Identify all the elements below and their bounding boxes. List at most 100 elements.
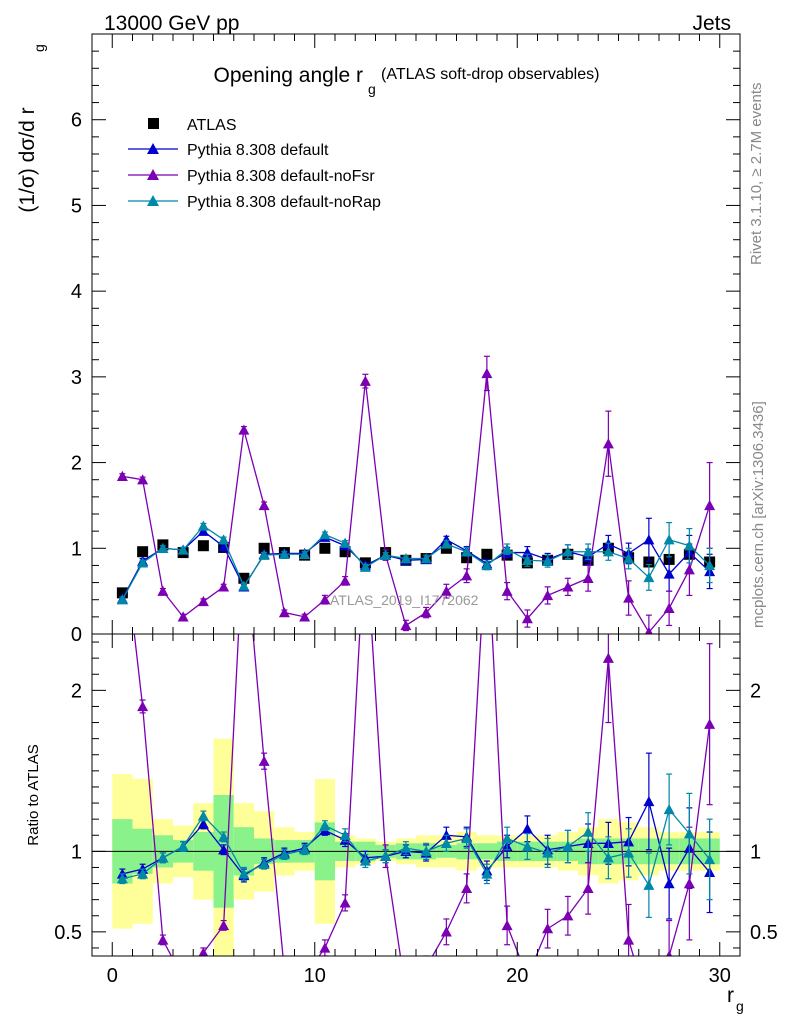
ratio-point-nofsr bbox=[704, 718, 716, 729]
ratio-point-nofsr bbox=[440, 926, 452, 937]
main-point-nofsr bbox=[359, 375, 371, 386]
main-point-nofsr bbox=[157, 585, 169, 596]
ratio-point-default bbox=[197, 818, 209, 829]
ratio-point-norap bbox=[481, 868, 493, 879]
ratio-point-nofsr bbox=[319, 942, 331, 953]
main-point-nofsr bbox=[623, 592, 635, 603]
ratio-point-norap bbox=[157, 852, 169, 863]
main-point-nofsr bbox=[683, 564, 695, 575]
y-axis-label-main: (1/σ) dσ/d r bbox=[16, 107, 39, 212]
main-point-norap bbox=[380, 549, 392, 560]
main-point-norap bbox=[602, 546, 614, 557]
main-y-tick-label: 2 bbox=[71, 453, 82, 475]
main-point-norap bbox=[197, 520, 209, 531]
ratio-point-norap bbox=[278, 849, 290, 860]
ratio-point-nofsr bbox=[178, 973, 189, 983]
data-point-atlas bbox=[238, 572, 250, 584]
title-sub: g bbox=[368, 81, 376, 97]
ratio-point-nofsr bbox=[542, 923, 554, 934]
main-point-nofsr bbox=[420, 607, 432, 618]
ratio-point-norap bbox=[177, 841, 189, 852]
ratio-point-norap bbox=[380, 850, 392, 861]
main-point-nofsr bbox=[562, 581, 574, 592]
ratio-line-norap bbox=[122, 808, 711, 887]
ratio-point-norap bbox=[218, 831, 230, 842]
ratio-point-nofsr bbox=[501, 919, 513, 931]
rivet-label: Rivet 3.1.10, ≥ 2.7M events bbox=[748, 83, 765, 266]
legend-entry-default: Pythia 8.308 default bbox=[128, 142, 329, 159]
main-point-nofsr bbox=[602, 438, 614, 449]
data-point-atlas bbox=[197, 540, 209, 552]
legend-entry-norap: Pythia 8.308 default-noRap bbox=[128, 194, 381, 211]
main-point-norap bbox=[440, 538, 452, 549]
x-tick-label: 10 bbox=[304, 965, 326, 987]
main-point-norap bbox=[339, 537, 351, 548]
main-point-norap bbox=[177, 544, 189, 555]
ratio-point-nofsr bbox=[461, 882, 473, 894]
legend-label-atlas: ATLAS bbox=[187, 117, 237, 134]
ratio-point-norap bbox=[319, 820, 331, 831]
main-point-nofsr bbox=[644, 626, 653, 634]
legend-label-default: Pythia 8.308 default bbox=[187, 142, 329, 159]
legend-entry-atlas: ATLAS bbox=[148, 117, 237, 134]
data-point-atlas bbox=[137, 546, 149, 558]
ratio-line-default bbox=[122, 799, 711, 886]
ratio-point-nofsr bbox=[198, 947, 209, 956]
main-y-tick-label: 0 bbox=[71, 624, 82, 646]
ratio-point-norap bbox=[663, 803, 675, 815]
ratio-point-nofsr bbox=[481, 524, 492, 534]
main-point-nofsr bbox=[137, 474, 149, 485]
legend-marker-default bbox=[147, 143, 159, 154]
main-point-norap bbox=[562, 546, 574, 557]
main-point-nofsr bbox=[238, 424, 250, 435]
main-point-nofsr bbox=[663, 602, 675, 613]
ratio-point-norap bbox=[400, 842, 412, 853]
main-y-tick-label: 4 bbox=[71, 281, 82, 303]
ratio-point-default bbox=[663, 878, 675, 889]
ratio-y-tick-label-left: 0.5 bbox=[54, 922, 82, 944]
ratio-point-nofsr bbox=[562, 910, 574, 921]
main-point-nofsr bbox=[339, 575, 351, 586]
ratio-point-nofsr bbox=[623, 934, 635, 945]
main-point-norap bbox=[299, 548, 311, 559]
y-axis-label: (1/σ) dσ/d r g bbox=[16, 44, 47, 212]
ratio-point-default bbox=[218, 844, 230, 855]
data-point-atlas bbox=[319, 542, 331, 554]
ratio-point-nofsr bbox=[218, 919, 230, 931]
main-point-nofsr bbox=[400, 619, 412, 631]
ratio-point-norap bbox=[420, 845, 432, 857]
ratio-point-nofsr bbox=[258, 755, 270, 766]
ratio-point-norap bbox=[116, 873, 128, 884]
main-y-tick-label: 6 bbox=[71, 110, 82, 132]
main-point-norap bbox=[542, 555, 554, 566]
ratio-y-tick-label-right: 2 bbox=[750, 680, 761, 702]
main-point-norap bbox=[683, 540, 695, 551]
ratio-point-norap bbox=[258, 858, 270, 869]
x-tick-label: 30 bbox=[709, 965, 731, 987]
ratio-y-tick-label-left: 1 bbox=[71, 841, 82, 863]
main-point-nofsr bbox=[177, 611, 189, 622]
data-point-atlas bbox=[461, 552, 473, 564]
y-axis-label-sub: g bbox=[31, 44, 47, 52]
ratio-point-nofsr bbox=[400, 988, 411, 998]
process-label: Jets bbox=[692, 12, 731, 35]
main-y-tick-label: 5 bbox=[71, 195, 82, 217]
title-extra: (ATLAS soft-drop observables) bbox=[381, 66, 599, 83]
ratio-point-norap bbox=[683, 828, 695, 839]
ratio-point-nofsr bbox=[643, 1002, 654, 1012]
ratio-point-norap bbox=[299, 844, 311, 855]
main-point-norap bbox=[116, 594, 128, 605]
plot-title: Opening angle r g (ATLAS soft-drop obser… bbox=[214, 64, 600, 97]
main-point-nofsr bbox=[299, 611, 311, 622]
ratio-point-norap bbox=[704, 853, 716, 865]
ratio-point-norap bbox=[137, 868, 149, 879]
data-point-atlas bbox=[258, 542, 270, 554]
x-tick-label: 0 bbox=[107, 965, 118, 987]
main-point-default bbox=[643, 534, 655, 545]
ratio-point-nofsr bbox=[582, 882, 594, 894]
energy-label: 13000 GeV pp bbox=[104, 12, 239, 35]
main-point-norap bbox=[137, 557, 149, 568]
ratio-point-nofsr bbox=[602, 652, 614, 663]
mcplots-label: mcplots.cern.ch [arXiv:1306.3436] bbox=[750, 401, 767, 628]
